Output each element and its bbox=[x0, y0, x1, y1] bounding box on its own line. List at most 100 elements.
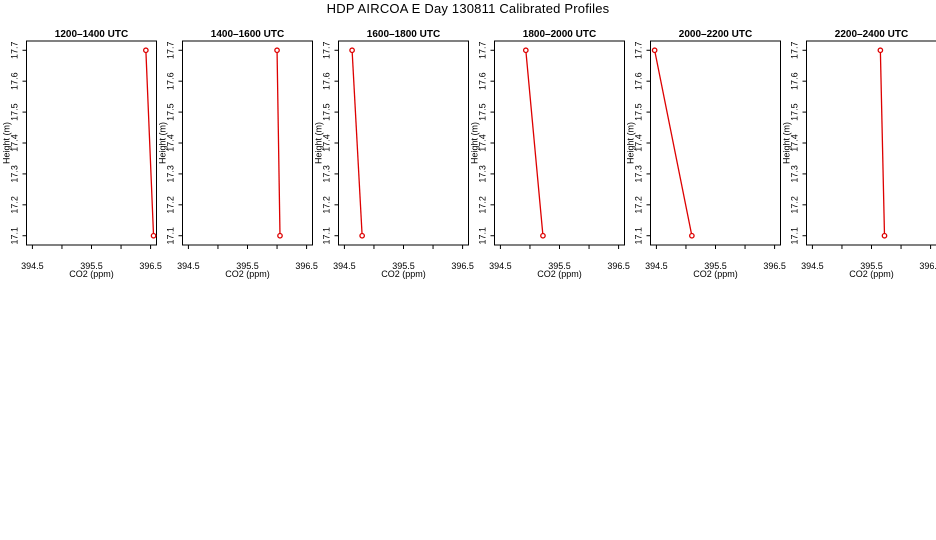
panel-6: 2200–2400 UTC 394.5 395.5 396.5 17.1 17.2 17.3… bbox=[782, 29, 936, 279]
x-tick-label: 395.5 bbox=[548, 261, 571, 271]
panel-title: 1200–1400 UTC bbox=[55, 29, 128, 40]
panel-4: 1800–2000 UTC 394.5 395.5 396.5 17.1 17.2 17.3… bbox=[470, 29, 630, 279]
plot-frame bbox=[26, 40, 157, 246]
x-tick-label: 396.5 bbox=[295, 261, 318, 271]
y-tick-label: 17.7 bbox=[166, 42, 176, 60]
x-tick-label: 395.5 bbox=[392, 261, 415, 271]
y-tick-label: 17.2 bbox=[478, 196, 488, 214]
y-tick-label: 17.6 bbox=[634, 72, 644, 90]
y-tick-label: 17.4 bbox=[322, 134, 332, 152]
y-tick-label: 17.7 bbox=[478, 42, 488, 60]
y-tick-label: 17.2 bbox=[10, 196, 20, 214]
panel-title: 2200–2400 UTC bbox=[835, 29, 908, 40]
x-tick-label: 394.5 bbox=[645, 261, 668, 271]
profile-line bbox=[653, 50, 693, 236]
x-tick-label: 395.5 bbox=[80, 261, 103, 271]
y-tick-label: 17.1 bbox=[166, 227, 176, 245]
panel-2: 1400–1600 UTC 394.5 395.5 396.5 17.1 17.2 17.3… bbox=[158, 29, 318, 279]
x-tick-label: 394.5 bbox=[801, 261, 824, 271]
y-tick-label: 17.2 bbox=[166, 196, 176, 214]
y-tick-label: 17.7 bbox=[634, 42, 644, 60]
y-tick-label: 17.6 bbox=[478, 72, 488, 90]
y-tick-label: 17.1 bbox=[790, 227, 800, 245]
plot-frame bbox=[650, 40, 781, 246]
x-tick-label: 395.5 bbox=[860, 261, 883, 271]
y-tick-label: 17.6 bbox=[166, 72, 176, 90]
y-axis-label: Height (m) bbox=[626, 122, 636, 164]
x-axis-label: CO2 (ppm) bbox=[381, 269, 426, 279]
y-tick-label: 17.7 bbox=[790, 42, 800, 60]
x-axis-label: CO2 (ppm) bbox=[693, 269, 738, 279]
profile-line bbox=[351, 50, 363, 236]
data-point bbox=[349, 47, 355, 54]
y-tick-label: 17.3 bbox=[322, 165, 332, 183]
y-tick-label: 17.6 bbox=[10, 72, 20, 90]
y-tick-label: 17.7 bbox=[10, 42, 20, 60]
panel-title: 1400–1600 UTC bbox=[211, 29, 284, 40]
x-tick-label: 396.5 bbox=[607, 261, 630, 271]
y-tick-label: 17.3 bbox=[478, 165, 488, 183]
profile-line bbox=[276, 50, 281, 236]
data-point bbox=[274, 47, 280, 54]
panel-3: 1600–1800 UTC 394.5 395.5 396.5 17.1 17.2 17.3… bbox=[314, 29, 474, 279]
y-tick-label: 17.5 bbox=[478, 103, 488, 121]
x-tick-label: 394.5 bbox=[489, 261, 512, 271]
y-tick-label: 17.3 bbox=[790, 165, 800, 183]
x-tick-label: 394.5 bbox=[21, 261, 44, 271]
plot-frame bbox=[494, 40, 625, 246]
panel-title: 1800–2000 UTC bbox=[523, 29, 596, 40]
y-tick-label: 17.4 bbox=[478, 134, 488, 152]
profile-line bbox=[145, 50, 155, 236]
y-tick-label: 17.3 bbox=[10, 165, 20, 183]
data-point bbox=[359, 232, 365, 239]
data-point bbox=[522, 47, 529, 54]
y-tick-label: 17.3 bbox=[634, 165, 644, 183]
data-point bbox=[277, 232, 283, 239]
y-tick-label: 17.3 bbox=[166, 165, 176, 183]
x-tick-label: 396.5 bbox=[451, 261, 474, 271]
y-tick-label: 17.5 bbox=[166, 103, 176, 121]
y-tick-label: 17.1 bbox=[322, 227, 332, 245]
data-point bbox=[877, 47, 884, 54]
data-point bbox=[540, 232, 546, 239]
figure-title: HDP AIRCOA E Day 130811 Calibrated Profi… bbox=[326, 1, 610, 16]
y-tick-label: 17.1 bbox=[478, 227, 488, 245]
panel-title: 2000–2200 UTC bbox=[679, 29, 752, 40]
data-point bbox=[689, 232, 695, 239]
y-tick-label: 17.7 bbox=[322, 42, 332, 60]
y-tick-label: 17.5 bbox=[322, 103, 332, 121]
data-point bbox=[881, 232, 888, 239]
x-tick-label: 395.5 bbox=[704, 261, 727, 271]
x-tick-label: 394.5 bbox=[177, 261, 200, 271]
y-tick-label: 17.5 bbox=[634, 103, 644, 121]
x-tick-label: 396.5 bbox=[919, 261, 936, 271]
y-axis-label: Height (m) bbox=[2, 122, 12, 164]
plot-frame bbox=[806, 40, 936, 246]
y-tick-label: 17.4 bbox=[634, 134, 644, 152]
y-axis-label: Height (m) bbox=[470, 122, 480, 164]
plot-frame bbox=[338, 40, 469, 246]
y-tick-label: 17.5 bbox=[10, 103, 20, 121]
y-tick-label: 17.1 bbox=[634, 227, 644, 245]
y-tick-label: 17.5 bbox=[790, 103, 800, 121]
y-tick-label: 17.4 bbox=[166, 134, 176, 152]
x-axis-label: CO2 (ppm) bbox=[537, 269, 582, 279]
data-point bbox=[150, 232, 157, 239]
y-tick-label: 17.6 bbox=[322, 72, 332, 90]
panel-1: 1200–1400 UTC 394.5 395.5 396.5 17.1 17.2 17.3… bbox=[2, 29, 162, 279]
panel-title: 1600–1800 UTC bbox=[367, 29, 440, 40]
y-tick-label: 17.2 bbox=[322, 196, 332, 214]
y-tick-label: 17.4 bbox=[10, 134, 20, 152]
profile-line bbox=[879, 50, 886, 236]
x-tick-label: 395.5 bbox=[236, 261, 259, 271]
data-point bbox=[143, 47, 149, 54]
y-tick-label: 17.4 bbox=[790, 134, 800, 152]
y-tick-label: 17.2 bbox=[634, 196, 644, 214]
profile-line bbox=[525, 50, 544, 236]
y-tick-label: 17.2 bbox=[790, 196, 800, 214]
y-axis-label: Height (m) bbox=[158, 122, 168, 164]
y-axis-label: Height (m) bbox=[314, 122, 324, 164]
x-tick-label: 396.5 bbox=[139, 261, 162, 271]
x-tick-label: 396.5 bbox=[763, 261, 786, 271]
